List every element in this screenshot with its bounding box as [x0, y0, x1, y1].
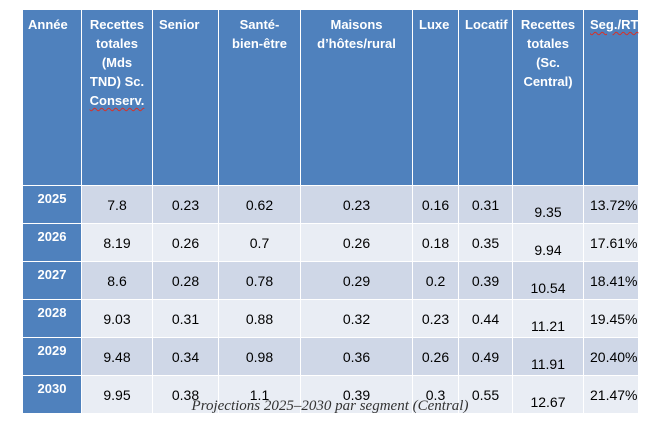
table-caption: Projections 2025–2030 par segment (Centr… — [191, 398, 469, 414]
year-cell: 2026 — [22, 223, 82, 262]
locatif-cell: 0.31 — [458, 185, 513, 224]
table-row: 2028 9.03 0.31 0.88 0.32 0.23 0.44 11.21… — [22, 299, 639, 338]
header-annee: Année — [22, 9, 82, 186]
header-sante: Santé- bien-être — [218, 9, 301, 186]
header-maisons: Maisons d’hôtes/rural — [300, 9, 413, 186]
central-cell: 11.21 — [512, 299, 584, 338]
header-recettes-conserv: Recettes totales (Mds TND) Sc. Conserv. — [81, 9, 153, 186]
table-row: 2030 9.95 0.38 1.1 0.39 0.3 0.55 12.67 2… — [22, 375, 639, 414]
year-cell: 2030 — [22, 375, 82, 414]
year-cell: 2028 — [22, 299, 82, 338]
sante-cell: 0.88 — [218, 299, 301, 338]
maisons-cell: 0.32 — [300, 299, 413, 338]
seg-rt-cell: 18.41% — [583, 261, 639, 300]
locatif-cell: 0.35 — [458, 223, 513, 262]
senior-cell: 0.23 — [152, 185, 219, 224]
luxe-cell: 0.2 — [412, 261, 459, 300]
maisons-cell: 0.29 — [300, 261, 413, 300]
luxe-cell: 0.18 — [412, 223, 459, 262]
seg-rt-cell: 13.72% — [583, 185, 639, 224]
projections-table-container: Année Recettes totales (Mds TND) Sc. Con… — [22, 9, 639, 414]
header-recettes-central: Recettes totales (Sc. Central) — [512, 9, 584, 186]
maisons-cell: 0.23 — [300, 185, 413, 224]
table-row: 2026 8.19 0.26 0.7 0.26 0.18 0.35 9.94 1… — [22, 223, 639, 262]
year-cell: 2027 — [22, 261, 82, 300]
locatif-cell: 0.49 — [458, 337, 513, 376]
year-cell: 2025 — [22, 185, 82, 224]
header-luxe: Luxe — [412, 9, 459, 186]
maisons-cell: 0.39 — [300, 375, 413, 414]
conserv-cell: 8.19 — [81, 223, 153, 262]
conserv-cell: 8.6 — [81, 261, 153, 300]
seg-rt-cell: 19.45% — [583, 299, 639, 338]
sante-cell: 0.7 — [218, 223, 301, 262]
table-row: 2027 8.6 0.28 0.78 0.29 0.2 0.39 10.54 1… — [22, 261, 639, 300]
conserv-cell: 9.03 — [81, 299, 153, 338]
seg-rt-cell: 20.40% — [583, 337, 639, 376]
table-row: 2025 7.8 0.23 0.62 0.23 0.16 0.31 9.35 1… — [22, 185, 639, 224]
senior-cell: 0.38 — [152, 375, 219, 414]
conserv-cell: 9.48 — [81, 337, 153, 376]
senior-cell: 0.34 — [152, 337, 219, 376]
luxe-cell: 0.16 — [412, 185, 459, 224]
central-cell: 9.35 — [512, 185, 584, 224]
central-cell: 10.54 — [512, 261, 584, 300]
luxe-cell: 0.3 — [412, 375, 459, 414]
central-cell: 9.94 — [512, 223, 584, 262]
senior-cell: 0.31 — [152, 299, 219, 338]
luxe-cell: 0.26 — [412, 337, 459, 376]
year-cell: 2029 — [22, 337, 82, 376]
sante-cell: 0.78 — [218, 261, 301, 300]
projections-table: Année Recettes totales (Mds TND) Sc. Con… — [22, 9, 639, 414]
central-cell: 12.67 — [512, 375, 584, 414]
sante-cell: 0.62 — [218, 185, 301, 224]
locatif-cell: 0.55 — [458, 375, 513, 414]
maisons-cell: 0.36 — [300, 337, 413, 376]
header-locatif: Locatif — [458, 9, 513, 186]
seg-rt-cell: 21.47% — [583, 375, 639, 414]
sante-cell: 0.98 — [218, 337, 301, 376]
senior-cell: 0.28 — [152, 261, 219, 300]
header-seg-rt: Seg./RT — [583, 9, 639, 186]
table-row: 2029 9.48 0.34 0.98 0.36 0.26 0.49 11.91… — [22, 337, 639, 376]
seg-rt-cell: 17.61% — [583, 223, 639, 262]
central-cell: 11.91 — [512, 337, 584, 376]
header-row: Année Recettes totales (Mds TND) Sc. Con… — [22, 9, 639, 186]
maisons-cell: 0.26 — [300, 223, 413, 262]
senior-cell: 0.26 — [152, 223, 219, 262]
locatif-cell: 0.44 — [458, 299, 513, 338]
conserv-cell: 7.8 — [81, 185, 153, 224]
header-senior: Senior — [152, 9, 219, 186]
locatif-cell: 0.39 — [458, 261, 513, 300]
luxe-cell: 0.23 — [412, 299, 459, 338]
